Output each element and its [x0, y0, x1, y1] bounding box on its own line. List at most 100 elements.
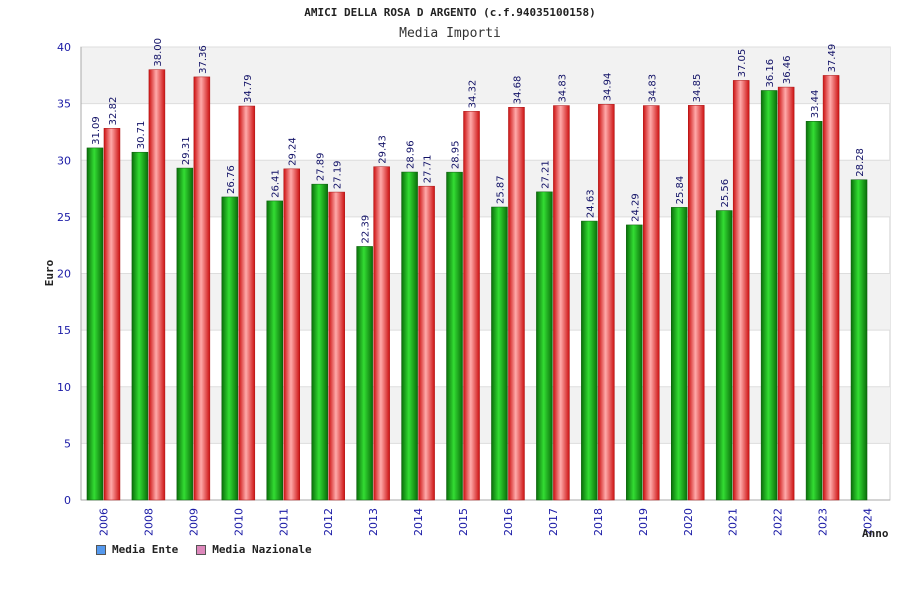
x-tick-label: 2020: [682, 508, 695, 536]
x-axis-title: Anno: [862, 527, 889, 540]
value-label: 28.28: [855, 148, 866, 177]
x-tick-label: 2008: [142, 508, 155, 536]
legend-item-ente: Media Ente: [96, 543, 178, 556]
y-axis-title: Euro: [43, 259, 56, 286]
bar-ente: [581, 220, 598, 501]
bar-nazionale: [283, 168, 300, 501]
value-label: 37.05: [737, 49, 748, 78]
bar-ente: [221, 196, 239, 501]
bar-ente: [176, 167, 194, 501]
y-tick-label: 0: [64, 494, 71, 507]
value-label: 25.56: [720, 179, 731, 208]
value-label: 28.95: [451, 141, 462, 170]
x-tick-labels: 2006 2008 2009 2010 2011 2012 2013 2014 2015 2016…: [97, 508, 874, 536]
legend-item-nazionale: Media Nazionale: [196, 543, 312, 556]
bar-ente: [311, 183, 328, 501]
bar-nazionale: [553, 105, 570, 501]
x-tick-label: 2023: [817, 508, 830, 536]
bar-nazionale: [643, 105, 660, 501]
value-label: 26.41: [271, 169, 282, 198]
gridlines: [80, 46, 890, 501]
x-tick-label: 2019: [637, 508, 650, 536]
bar-nazionale: [373, 166, 390, 501]
value-label: 24.29: [630, 193, 641, 222]
bar-ente: [850, 179, 868, 501]
bar-nazionale: [777, 86, 795, 501]
plot-band: [81, 386, 890, 444]
value-label: 33.44: [810, 90, 821, 119]
value-label: 34.94: [602, 73, 613, 102]
x-tick-label: 2011: [277, 508, 290, 536]
bar-ente: [446, 171, 463, 501]
bar-nazionale: [238, 105, 256, 501]
bar-ente: [760, 90, 778, 501]
bar-ente: [536, 191, 553, 501]
value-label: 31.09: [91, 116, 102, 145]
bar-ente: [266, 200, 283, 501]
x-tick-label: 2009: [187, 508, 200, 536]
value-label: 36.46: [782, 55, 793, 84]
value-label: 37.36: [198, 45, 209, 74]
bar-nazionale: [463, 111, 480, 501]
x-tick-label: 2017: [547, 508, 560, 536]
x-tick-label: 2010: [232, 508, 245, 536]
x-tick-label: 2014: [412, 508, 425, 536]
bar-nazionale: [418, 185, 435, 501]
x-tick-label: 2006: [97, 508, 110, 536]
value-label: 25.84: [675, 176, 686, 205]
value-label: 27.89: [316, 153, 327, 182]
bar-nazionale: [732, 80, 750, 501]
value-label: 29.31: [181, 136, 192, 165]
y-tick-label: 25: [57, 211, 71, 224]
y-tick-labels: 0 5 10 15 20 25 30 35 40: [57, 41, 71, 507]
value-label: 34.83: [557, 74, 568, 103]
y-tick-label: 15: [57, 324, 71, 337]
x-tick-label: 2024: [862, 508, 875, 536]
plot-band: [81, 47, 890, 104]
bar-ente: [491, 206, 508, 501]
bar-nazionale: [148, 69, 166, 501]
x-tick-label: 2022: [772, 508, 785, 536]
bar-nazionale: [822, 75, 840, 501]
bar-nazionale: [328, 191, 345, 501]
y-tick-label: 35: [57, 98, 71, 111]
y-tick-label: 20: [57, 268, 71, 281]
value-label: 24.63: [585, 189, 596, 218]
legend: Media Ente Media Nazionale: [96, 543, 312, 556]
x-tick-label: 2012: [322, 508, 335, 536]
chart-subtitle: Media Importi: [399, 26, 501, 41]
y-tick-label: 10: [57, 381, 71, 394]
bars: [86, 69, 868, 501]
x-tick-label: 2016: [502, 508, 515, 536]
x-tick-label: 2015: [457, 508, 470, 536]
chart-title: AMICI DELLA ROSA D ARGENTO (c.f.94035100…: [304, 6, 595, 19]
bar-nazionale: [598, 104, 615, 501]
bar-nazionale: [103, 128, 121, 501]
bar-ente: [626, 224, 643, 501]
legend-label-nazionale: Media Nazionale: [212, 543, 312, 556]
value-label: 25.87: [495, 175, 506, 204]
value-label: 22.39: [361, 215, 372, 244]
value-labels: 31.09 32.82 30.71 38.00 29.31 37.36 26.76 34.79…: [91, 38, 866, 243]
value-label: 34.85: [692, 74, 703, 103]
bar-nazionale: [688, 105, 705, 501]
bar-ente: [401, 171, 418, 501]
bar-nazionale: [193, 76, 211, 501]
value-label: 27.21: [540, 160, 551, 189]
y-tick-label: 40: [57, 41, 71, 54]
bar-ente: [715, 210, 733, 501]
value-label: 34.32: [468, 80, 479, 109]
value-label: 27.19: [333, 160, 344, 189]
y-tick-label: 5: [64, 437, 71, 450]
x-tick-label: 2013: [367, 508, 380, 536]
x-tick-label: 2021: [727, 508, 740, 536]
legend-swatch-ente: [96, 544, 106, 555]
plot-band: [81, 273, 890, 331]
bar-ente: [356, 246, 373, 501]
bar-ente: [805, 121, 823, 501]
value-label: 26.76: [226, 165, 237, 194]
x-tick-label: 2018: [592, 508, 605, 536]
value-label: 27.71: [423, 155, 434, 184]
bar-ente: [131, 151, 149, 501]
